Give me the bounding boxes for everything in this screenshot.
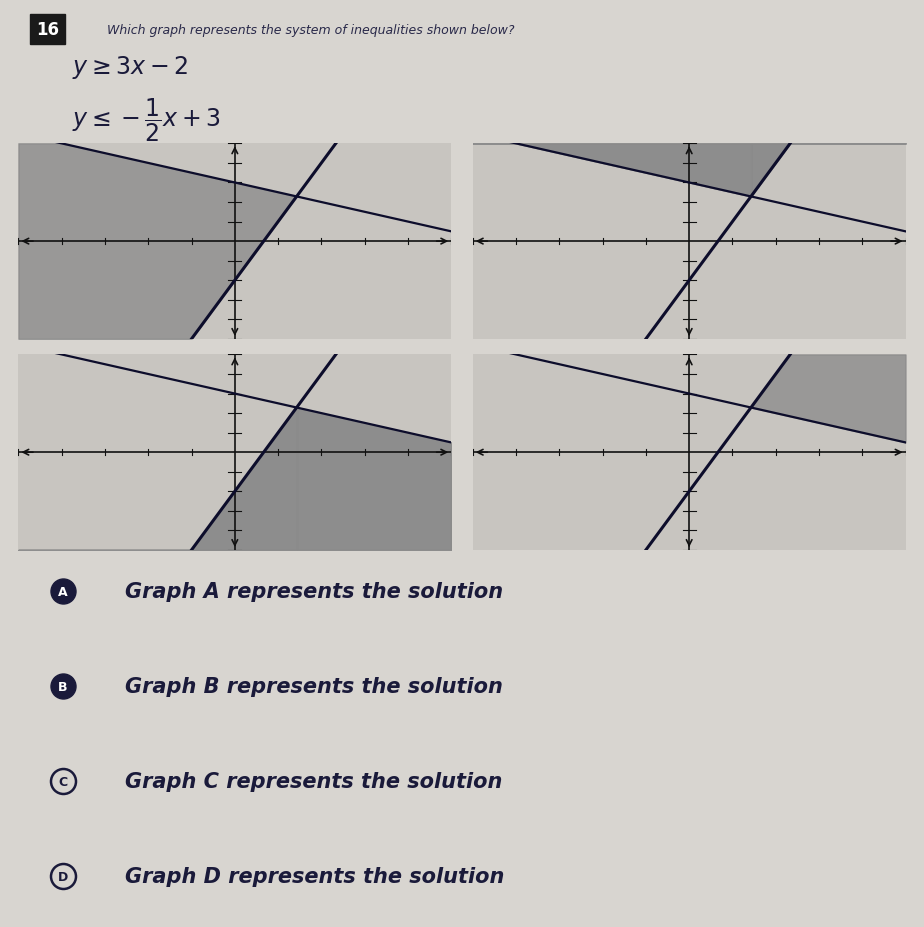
- Text: $y \leq -\dfrac{1}{2}x + 3$: $y \leq -\dfrac{1}{2}x + 3$: [72, 96, 220, 144]
- Text: C: C: [58, 775, 67, 788]
- Text: Graph C represents the solution: Graph C represents the solution: [125, 771, 503, 792]
- Text: A: A: [58, 585, 67, 598]
- Text: B: B: [58, 680, 67, 693]
- Text: Graph B represents the solution: Graph B represents the solution: [125, 677, 503, 696]
- Text: D: D: [57, 870, 68, 883]
- Text: Graph A represents the solution: Graph A represents the solution: [125, 581, 503, 602]
- Text: 16: 16: [36, 21, 59, 39]
- Text: $y \geq 3x - 2$: $y \geq 3x - 2$: [72, 54, 188, 81]
- Text: Which graph represents the system of inequalities shown below?: Which graph represents the system of ine…: [107, 23, 515, 36]
- Text: Graph D represents the solution: Graph D represents the solution: [125, 867, 505, 886]
